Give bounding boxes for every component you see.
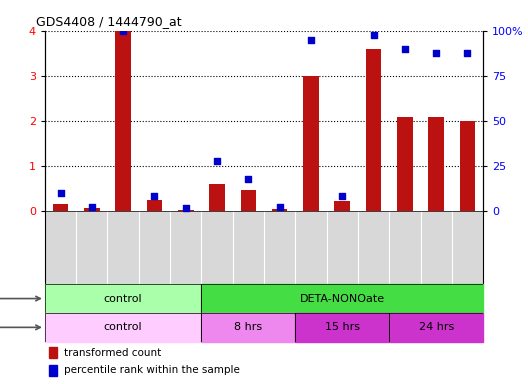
Bar (45, 284, 201, 313)
Bar (108, 211, 139, 284)
Text: control: control (104, 322, 143, 333)
Text: 24 hrs: 24 hrs (419, 322, 454, 333)
Bar (201, 211, 233, 284)
Text: agent: agent (0, 293, 40, 304)
Bar (295, 313, 389, 342)
Bar (209, 184, 225, 211)
Point (276, 204, 284, 210)
Bar (327, 211, 358, 284)
Bar (201, 313, 295, 342)
Bar (115, 31, 131, 211)
Bar (295, 211, 327, 284)
Bar (460, 121, 475, 211)
Bar (147, 200, 162, 211)
Bar (45, 313, 201, 342)
Text: DETA-NONOate: DETA-NONOate (300, 293, 385, 304)
Bar (264, 211, 295, 284)
Bar (389, 211, 420, 284)
Point (182, 205, 190, 212)
Point (150, 193, 158, 199)
Bar (139, 211, 170, 284)
Bar (201, 284, 483, 313)
Point (56, 190, 65, 196)
Bar (303, 76, 319, 211)
Bar (53, 204, 68, 211)
Bar (334, 201, 350, 211)
Bar (358, 211, 389, 284)
Bar (170, 211, 201, 284)
Bar (76, 211, 108, 284)
Point (119, 28, 127, 34)
Bar (428, 118, 444, 211)
Bar (45, 211, 76, 284)
Bar (178, 210, 194, 211)
Point (213, 157, 221, 164)
Point (244, 175, 252, 182)
Bar (49, 347, 57, 358)
Bar (272, 209, 287, 211)
Point (307, 37, 315, 43)
Text: percentile rank within the sample: percentile rank within the sample (64, 365, 240, 375)
Text: 15 hrs: 15 hrs (325, 322, 360, 333)
Text: 8 hrs: 8 hrs (234, 322, 262, 333)
Text: time: time (0, 322, 40, 333)
Bar (366, 49, 381, 211)
Text: GDS4408 / 1444790_at: GDS4408 / 1444790_at (36, 15, 182, 28)
Bar (84, 208, 100, 211)
Bar (452, 211, 483, 284)
Bar (397, 118, 413, 211)
Point (463, 50, 472, 56)
Point (401, 46, 409, 52)
Bar (241, 190, 256, 211)
Bar (233, 211, 264, 284)
Bar (389, 313, 483, 342)
Point (370, 32, 378, 38)
Text: control: control (104, 293, 143, 304)
Text: transformed count: transformed count (64, 348, 161, 358)
Point (432, 50, 440, 56)
Point (88, 204, 96, 210)
Bar (49, 365, 57, 376)
Bar (420, 211, 452, 284)
Point (338, 193, 346, 199)
